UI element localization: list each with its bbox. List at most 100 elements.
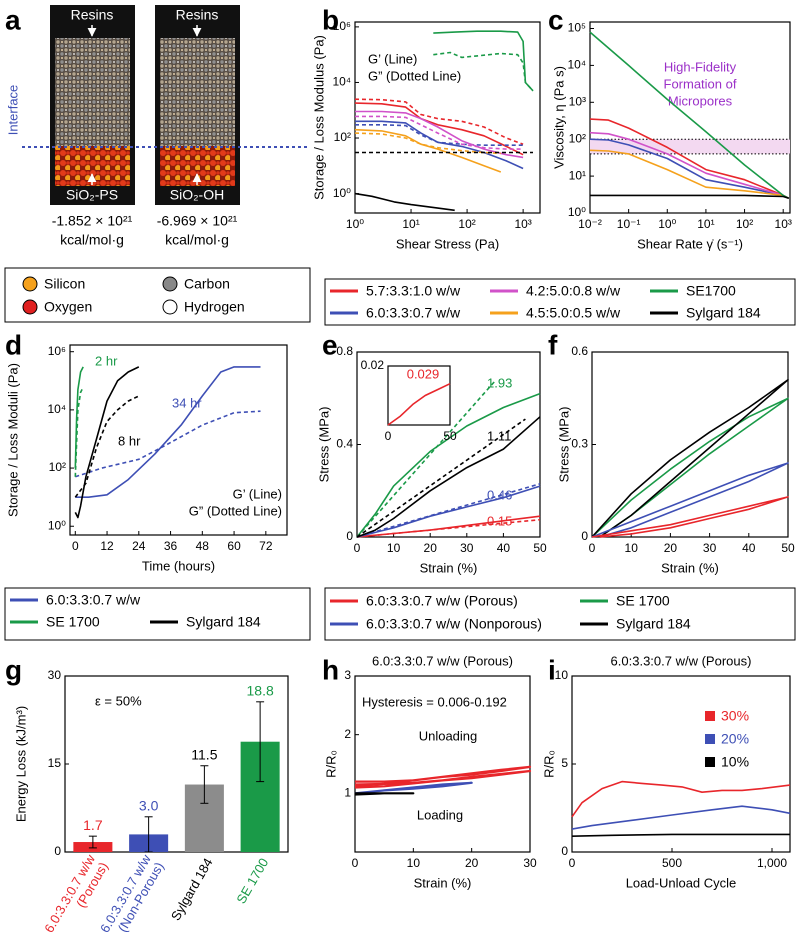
legend-swatch (705, 734, 715, 744)
x-tick-label: 30 (523, 856, 537, 870)
x-axis-title: Shear Rate γ̇ (s⁻¹) (637, 236, 743, 251)
legend-swatch (705, 711, 715, 721)
series-line (590, 194, 790, 200)
series-line (591, 496, 789, 538)
x-tick-label: 1,000 (757, 856, 787, 870)
annotation: G’ (Line) (233, 486, 282, 501)
series-line (354, 765, 532, 788)
y-axis-title: Stress (MPa) (316, 407, 331, 483)
series-line (354, 132, 501, 155)
y-tick-label: 10² (49, 460, 66, 474)
x-tick-label: 10⁰ (346, 217, 364, 231)
y-tick-label: 10⁰ (568, 205, 586, 219)
value-label: 11.5 (191, 746, 217, 762)
y-tick-label: 5 (561, 756, 568, 770)
y-axis-title: R/R₀ (323, 750, 338, 778)
y-tick-label: 10⁴ (47, 402, 66, 416)
series-line (355, 124, 524, 146)
series-line (74, 395, 140, 498)
series-line (589, 131, 790, 200)
y-axis-title: Stress (MPa) (556, 407, 571, 483)
plot-frame (69, 344, 288, 536)
x-tick-label: 500 (662, 856, 682, 870)
x-tick-label: 24 (132, 539, 146, 553)
series-line (387, 382, 451, 426)
x-tick-label: 30 (460, 541, 474, 555)
series-line (74, 366, 84, 469)
legend-label: SE 1700 (616, 593, 670, 609)
y-tick-label: 10⁶ (333, 19, 351, 33)
legend-label: Silicon (44, 276, 85, 292)
resin-label: Resins (71, 7, 114, 23)
x-tick-label: 0 (352, 856, 359, 870)
series-line (589, 31, 790, 200)
value-label: 3.0 (139, 798, 159, 814)
legend-box (324, 587, 796, 641)
energy-unit: kcal/mol·g (60, 232, 124, 248)
y-axis-title: Storage / Loss Modulus (Pa) (311, 35, 326, 200)
series-line (571, 833, 790, 837)
x-axis-title: Load-Unload Cycle (626, 875, 737, 890)
plot-frame (571, 675, 791, 853)
substrate-label: SiO₂-PS (66, 187, 118, 203)
x-tick-label: 10¹ (402, 217, 419, 231)
legend-label: Sylgard 184 (186, 614, 261, 630)
annotation: G” (Dotted Line) (368, 68, 461, 83)
series-line (356, 416, 541, 538)
x-axis-title: Shear Stress (Pa) (396, 236, 499, 251)
y-tick-label: 0.02 (361, 358, 385, 372)
y-tick-label: 0 (581, 529, 588, 543)
x-tick-label: 0 (72, 539, 79, 553)
x-tick-label: 10³ (514, 217, 531, 231)
legend-label: Sylgard 184 (616, 616, 691, 632)
y-axis-title: Viscosity, η (Pa s) (551, 66, 566, 169)
value-label: 1.7 (83, 817, 103, 833)
y-tick-label: 0 (561, 844, 568, 858)
series-line (591, 462, 789, 538)
series-line (74, 386, 84, 477)
panel-label: f (548, 329, 558, 360)
series-line (591, 397, 789, 538)
legend-label: 30% (721, 708, 749, 724)
legend-swatch (162, 299, 178, 315)
x-tick-label: 30 (703, 541, 717, 555)
energy-value: -6.969 × 10²¹ (157, 213, 238, 229)
series-line (356, 483, 541, 538)
series-line (589, 149, 790, 200)
series-line (354, 781, 473, 795)
y-tick-label: 10³ (569, 94, 586, 108)
series-line (571, 780, 791, 818)
energy-value: -1.852 × 10²¹ (52, 213, 133, 229)
legend-label: 10% (721, 754, 749, 770)
series-line (356, 392, 541, 538)
x-tick-label: 0 (589, 541, 596, 555)
y-tick-label: 10⁰ (333, 186, 351, 200)
annotation: Formation of (664, 76, 737, 91)
series-line (354, 792, 415, 796)
x-tick-label: 50 (781, 541, 795, 555)
legend-label: SE 1700 (46, 614, 100, 630)
panel-label: d (5, 329, 22, 360)
x-axis-title: Strain (%) (420, 560, 478, 575)
y-tick-label: 0.6 (571, 344, 588, 358)
x-tick-label: 10 (387, 541, 401, 555)
resin-region (55, 38, 130, 146)
panel-label: g (5, 654, 22, 685)
y-tick-label: 3 (344, 668, 351, 682)
series-line (356, 418, 526, 538)
series-line (74, 366, 140, 519)
resin-label: Resins (176, 7, 219, 23)
series-line (75, 366, 261, 498)
legend-label: 4.5:5.0:0.5 w/w (526, 305, 621, 321)
series-line (354, 192, 455, 212)
annotation: Micropores (668, 93, 733, 108)
y-tick-label: 10² (569, 131, 586, 145)
y-tick-label: 10 (555, 668, 569, 682)
legend-label: 6.0:3.3:0.7 w/w (366, 305, 461, 321)
y-tick-label: 30 (48, 668, 62, 682)
legend-box (4, 267, 311, 323)
energy-unit: kcal/mol·g (165, 232, 229, 248)
x-axis-title: Time (hours) (142, 558, 215, 573)
legend-label: Hydrogen (184, 299, 245, 315)
x-tick-label: Sylgard 184 (168, 856, 216, 924)
